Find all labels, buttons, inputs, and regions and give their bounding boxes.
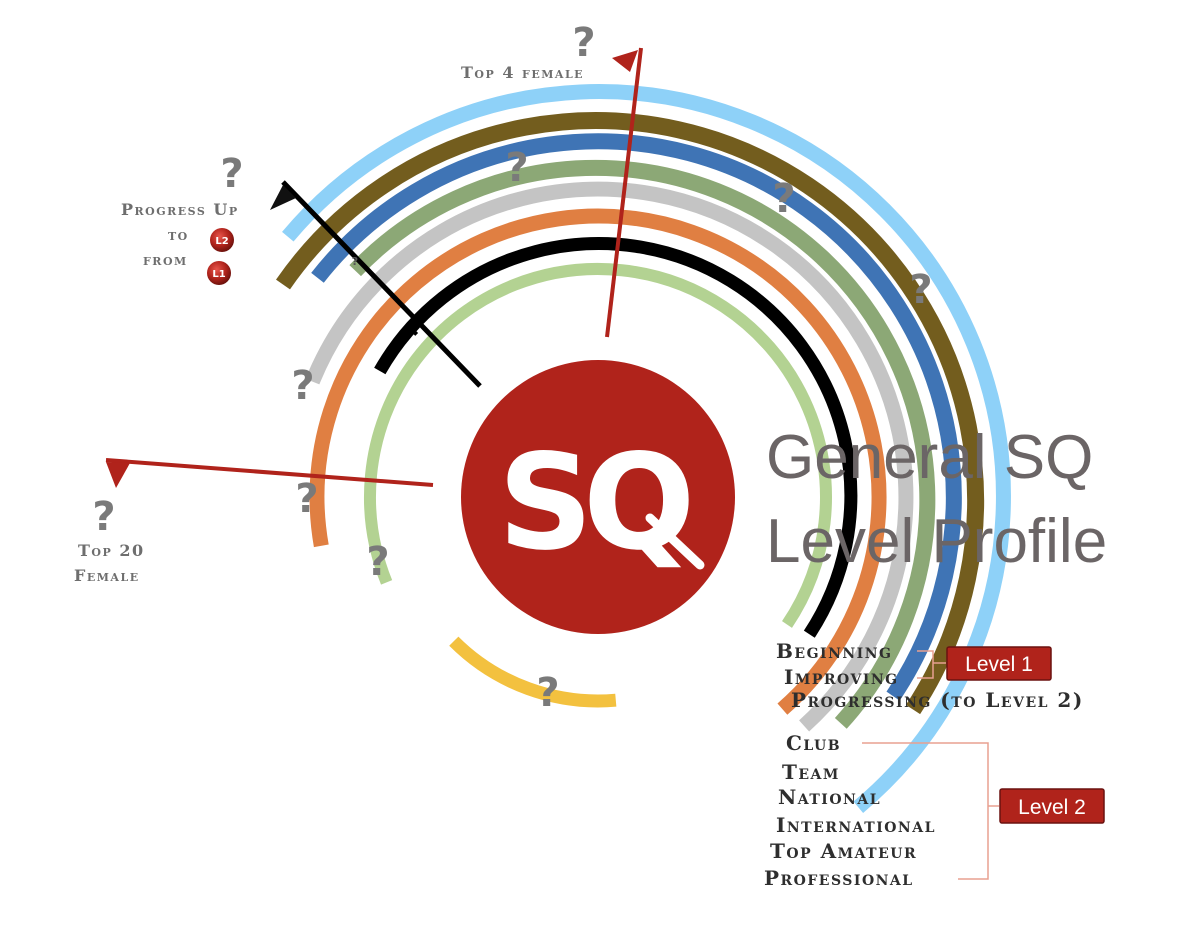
unknown-marker: ? [772, 176, 795, 222]
unknown-marker: ? [909, 267, 932, 313]
unknown-marker: ? [536, 670, 559, 716]
label-top-amateur: Top Amateur [770, 839, 917, 863]
ball-lower-label: L1 [212, 269, 225, 280]
unknown-marker: ? [291, 363, 314, 409]
unknown-marker: ? [505, 145, 528, 191]
unknown-markers: ? ? ? ? ? ? ? ? ? ? ? [92, 20, 932, 716]
sq-logo: SQ [461, 360, 735, 634]
ring-international [349, 159, 936, 729]
unknown-marker-small: ? [352, 255, 358, 268]
top20-label-line2: Female [74, 566, 140, 585]
ring-professional [276, 112, 985, 715]
label-professional: Professional [764, 866, 914, 890]
top4-label: Top 4 female [461, 63, 584, 82]
label-beginning: Beginning [776, 639, 892, 663]
unknown-marker: ? [220, 151, 243, 197]
level1-badge: Level 1 [946, 646, 1052, 681]
top4-flag-icon [612, 50, 638, 72]
level1-bracket [917, 650, 934, 679]
marker-lines [105, 47, 643, 488]
ring-outer [282, 84, 1011, 813]
level2-bracket [862, 742, 989, 880]
unknown-marker: ? [366, 539, 389, 585]
ball-upper-label: L2 [215, 236, 228, 247]
ring-improving [363, 263, 832, 628]
progress-flag-icon [270, 185, 296, 210]
level-labels: Beginning Improving Progressing (to Leve… [764, 639, 1084, 890]
label-club: Club [786, 731, 841, 755]
ring-club [309, 208, 887, 715]
progress-label-line2: to [168, 225, 189, 244]
level-rings [276, 84, 1011, 813]
label-international: International [776, 813, 936, 837]
level1-ball-icon: L1 [207, 261, 231, 285]
unknown-marker: ? [92, 494, 115, 540]
ring-top-amateur [311, 133, 962, 701]
logo-slash [645, 513, 705, 570]
label-team: Team [782, 760, 840, 784]
progressing-tick [409, 326, 419, 336]
ring-team [305, 181, 914, 732]
top4-marker-line [605, 47, 643, 338]
label-improving: Improving [784, 665, 899, 689]
top20-flag-icon [106, 462, 130, 488]
top20-marker-line [105, 458, 434, 487]
progress-marker-line [281, 180, 482, 388]
group-brackets [862, 650, 999, 880]
unknown-marker: ? [572, 20, 595, 66]
progress-label-line3: from [143, 250, 188, 269]
top20-label-line1: Top 20 [78, 541, 145, 560]
logo-circle [461, 360, 735, 634]
ring-beginning [449, 636, 617, 708]
level2-badge-text: Level 2 [1018, 796, 1086, 819]
level2-badge: Level 2 [999, 788, 1105, 824]
unknown-marker: ? [295, 476, 318, 522]
level1-badge-text: Level 1 [965, 653, 1033, 676]
label-national: National [778, 785, 881, 809]
label-progressing: Progressing (to Level 2) [791, 688, 1084, 712]
level2-ball-icon: L2 [210, 228, 234, 252]
ring-progressing [374, 237, 858, 638]
logo-text: SQ [498, 426, 689, 580]
title-line2: Level Profile [766, 507, 1107, 576]
title-line1: General SQ [766, 423, 1093, 492]
progress-label-line1: Progress Up [121, 200, 239, 219]
